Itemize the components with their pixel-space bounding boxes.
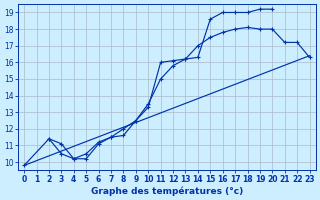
X-axis label: Graphe des températures (°c): Graphe des températures (°c) (91, 186, 243, 196)
